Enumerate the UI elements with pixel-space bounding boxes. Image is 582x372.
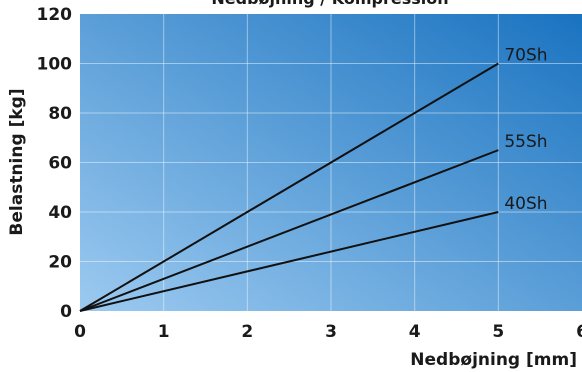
y-axis-title: Belastning [kg] xyxy=(7,88,27,235)
y-tick-label: 80 xyxy=(48,104,72,124)
series-label-55Sh: 55Sh xyxy=(504,132,547,152)
series-labels: 70Sh 55Sh 40Sh xyxy=(504,46,547,215)
y-tick-label: 60 xyxy=(48,154,72,174)
x-tick-labels: 0 1 2 3 4 5 6 xyxy=(74,322,582,342)
y-tick-label: 100 xyxy=(37,55,73,75)
y-tick-label: 40 xyxy=(48,203,72,223)
x-axis-title: Nedbøjning [mm] xyxy=(410,350,577,370)
y-tick-label: 0 xyxy=(60,302,72,322)
y-tick-label: 20 xyxy=(48,253,72,273)
x-tick-label: 2 xyxy=(241,322,253,342)
y-tick-labels: 0 20 40 60 80 100 120 xyxy=(37,5,73,322)
series-label-70Sh: 70Sh xyxy=(504,46,547,66)
series-label-40Sh: 40Sh xyxy=(504,194,547,214)
series-line-40Sh xyxy=(79,211,499,312)
x-tick-label: 1 xyxy=(158,322,170,342)
x-tick-label: 5 xyxy=(492,322,504,342)
series-lines xyxy=(79,62,499,312)
x-tick-label: 0 xyxy=(74,322,86,342)
x-tick-label: 3 xyxy=(325,322,337,342)
series-line-70Sh xyxy=(79,62,499,312)
x-tick-label: 6 xyxy=(576,322,582,342)
y-tick-label: 120 xyxy=(37,5,73,25)
series-line-55Sh xyxy=(79,149,499,312)
chart-title: Nedbøjning / Kompression xyxy=(211,0,448,8)
x-tick-label: 4 xyxy=(409,322,421,342)
